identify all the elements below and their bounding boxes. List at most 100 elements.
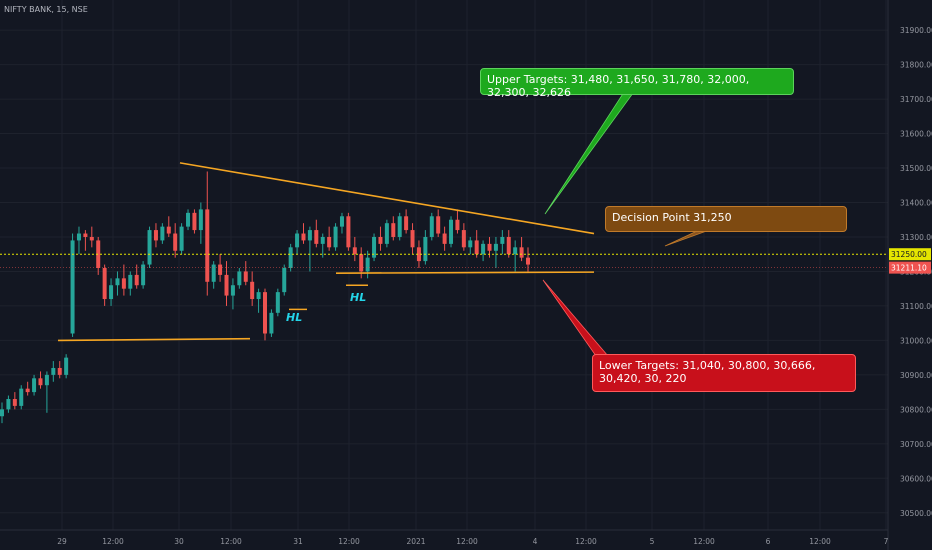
- candle-body: [250, 281, 255, 300]
- candle-body: [83, 233, 88, 237]
- candle-body: [6, 399, 11, 410]
- y-tick-label: 31100.00: [900, 302, 932, 311]
- x-tick-label: 12:00: [809, 537, 831, 546]
- candle-body: [89, 236, 94, 241]
- x-tick-label: 29: [57, 537, 67, 546]
- candle-body: [449, 219, 454, 244]
- candle-body: [19, 388, 24, 406]
- x-tick-label: 31: [293, 537, 303, 546]
- lower-trendline: [335, 271, 595, 274]
- candle-body: [12, 399, 17, 406]
- lower-targets-callout: Lower Targets: 31,040, 30,800, 30,666, 3…: [592, 354, 856, 392]
- candle-body: [230, 285, 235, 296]
- candle-body: [461, 230, 466, 248]
- upper-trendline: [179, 162, 595, 235]
- candle-body: [365, 257, 370, 272]
- y-tick-label: 30900.00: [900, 371, 932, 380]
- candle-body: [307, 230, 312, 241]
- candle-body: [128, 274, 133, 289]
- hl-label-2: HL: [350, 291, 367, 304]
- candle-body: [481, 243, 486, 255]
- candle-body: [0, 409, 4, 417]
- candle-body: [173, 233, 178, 251]
- x-tick-label: 30: [174, 537, 184, 546]
- y-tick-label: 31700.00: [900, 95, 932, 104]
- candle-body: [263, 292, 267, 334]
- candle-body: [76, 233, 81, 241]
- candle-body: [346, 216, 351, 248]
- candle-body: [327, 236, 332, 248]
- candle-body: [198, 209, 203, 231]
- last-price-label: 31211.10: [891, 264, 927, 273]
- candle-body: [64, 357, 69, 375]
- candle-body: [487, 243, 492, 251]
- x-tick-label: 6: [766, 537, 771, 546]
- candle-body: [301, 233, 306, 241]
- y-tick-label: 31500.00: [900, 164, 932, 173]
- candle-body: [121, 278, 126, 289]
- candle-body: [275, 292, 280, 313]
- candle-body: [141, 264, 146, 286]
- candle-body: [179, 226, 184, 251]
- y-tick-label: 31000.00: [900, 336, 932, 345]
- candle-body: [109, 285, 114, 300]
- candle-body: [51, 367, 56, 375]
- candle-body: [57, 367, 62, 375]
- candle-body: [32, 378, 37, 393]
- candle-body: [391, 223, 396, 237]
- candle-body: [436, 216, 441, 234]
- x-tick-label: 5: [650, 537, 655, 546]
- candle-body: [211, 264, 216, 282]
- last-price-box: [889, 261, 931, 274]
- candle-body: [205, 209, 210, 282]
- decision-price-box: [889, 248, 931, 261]
- candle-body: [256, 292, 261, 300]
- candle-body: [115, 278, 120, 286]
- symbol-label[interactable]: NIFTY BANK, 15, NSE: [4, 5, 88, 14]
- candle-body: [166, 226, 171, 234]
- candle-body: [519, 247, 524, 258]
- candle-body: [295, 233, 300, 248]
- x-tick-label: 12:00: [456, 537, 478, 546]
- candle-body: [359, 254, 364, 272]
- candle-body: [218, 264, 223, 275]
- candle-body: [352, 247, 357, 255]
- candle-body: [70, 240, 75, 334]
- candle-body: [186, 212, 191, 227]
- y-tick-label: 30500.00: [900, 509, 932, 518]
- candle-body: [410, 230, 415, 248]
- x-tick-label: 4: [533, 537, 538, 546]
- decision-price-label: 31250.00: [891, 250, 927, 259]
- lower-pointer: [542, 279, 609, 357]
- candle-body: [282, 268, 287, 293]
- candle-body: [288, 247, 293, 268]
- x-tick-label: 12:00: [575, 537, 597, 546]
- y-tick-label: 31300.00: [900, 233, 932, 242]
- candle-body: [243, 271, 248, 282]
- candle-body: [147, 230, 152, 265]
- candle-body: [455, 219, 460, 231]
- candle-body: [493, 243, 498, 251]
- candle-body: [153, 230, 158, 241]
- x-tick-label: 12:00: [693, 537, 715, 546]
- y-tick-label: 31600.00: [900, 130, 932, 139]
- upper-targets-callout: Upper Targets: 31,480, 31,650, 31,780, 3…: [480, 68, 794, 99]
- candle-body: [192, 212, 197, 231]
- candle-body: [506, 236, 511, 255]
- y-tick-label: 31400.00: [900, 199, 932, 208]
- candle-body: [102, 268, 107, 300]
- upper-pointer: [544, 88, 637, 215]
- candle-body: [333, 226, 338, 248]
- x-tick-label: 12:00: [102, 537, 124, 546]
- candle-body: [404, 216, 409, 231]
- hl-label-1: HL: [286, 311, 303, 324]
- candle-body: [314, 230, 319, 244]
- candle-body: [429, 216, 434, 237]
- candle-body: [397, 216, 402, 237]
- candle-body: [384, 223, 389, 244]
- x-tick-label: 12:00: [338, 537, 360, 546]
- candle-body: [416, 247, 421, 262]
- candle-body: [423, 236, 428, 262]
- candle-body: [237, 271, 242, 286]
